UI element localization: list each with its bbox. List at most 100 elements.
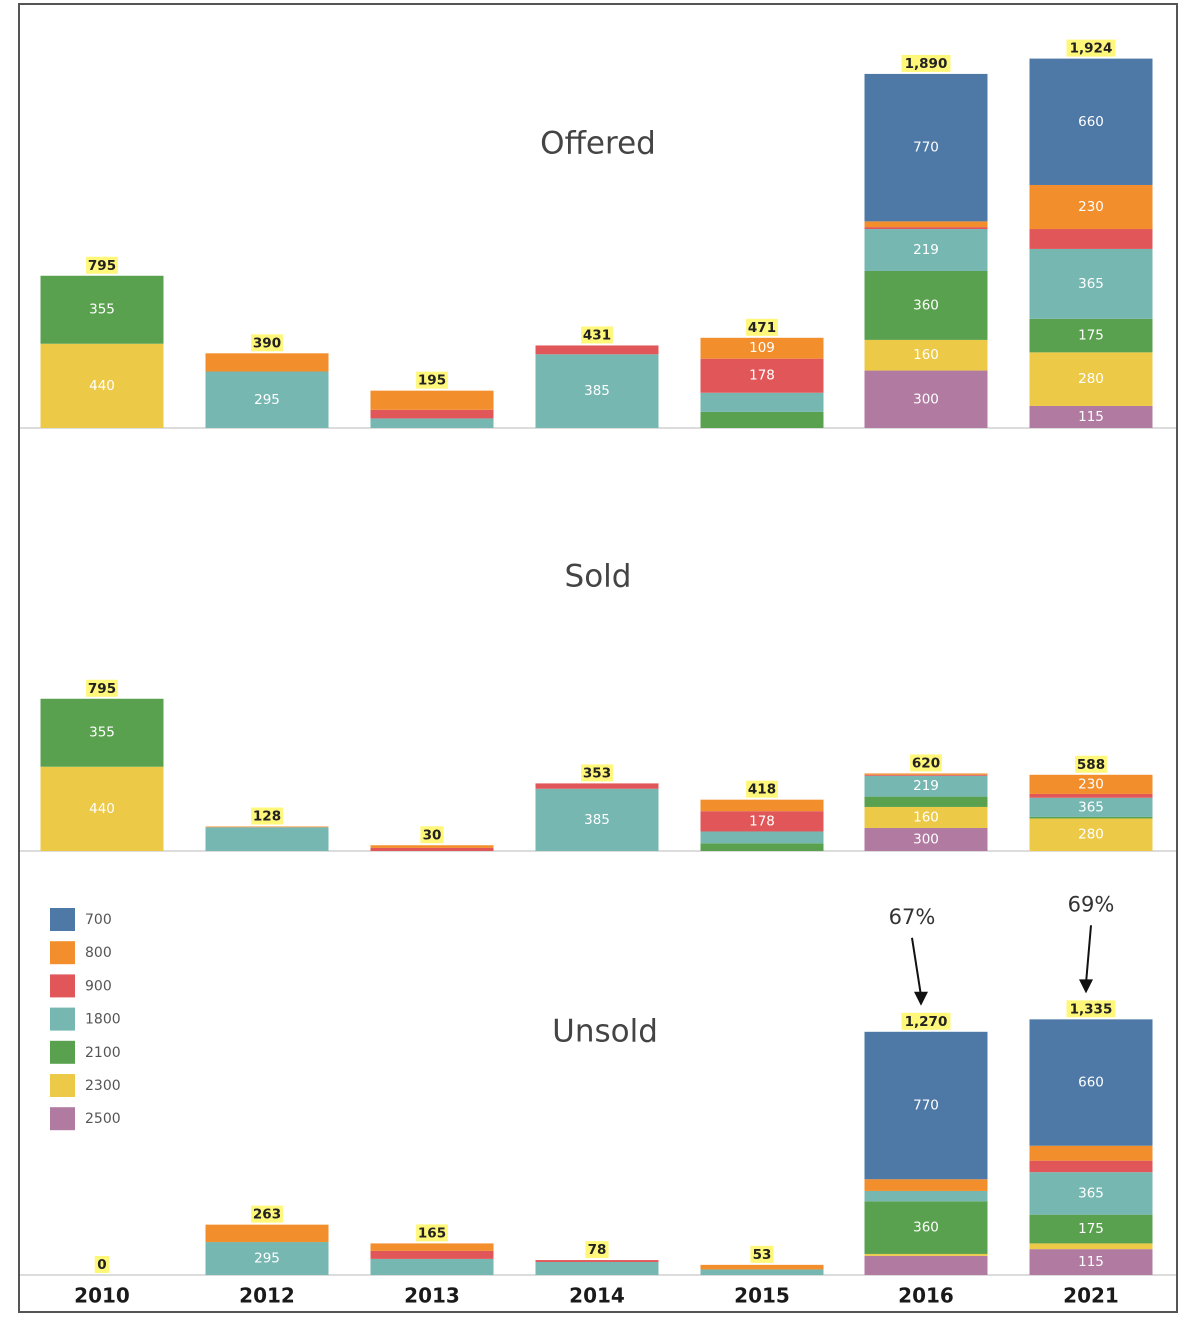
sold-bar-2015-1800 xyxy=(700,831,824,844)
offered-bar-2014-900 xyxy=(535,345,659,355)
sold-bar-2015-2100 xyxy=(700,843,824,851)
sold-total-bg-2010 xyxy=(86,679,118,697)
unsold-bar-2012-800 xyxy=(205,1224,329,1243)
sold-bar-2021-800 xyxy=(1029,774,1153,794)
offered-segment-label-2015-900: 178 xyxy=(749,368,775,384)
unsold-annotation-arrowhead-2016 xyxy=(914,991,928,1006)
unsold-total-bg-2012 xyxy=(251,1205,283,1223)
unsold-total-label-2012: 263 xyxy=(253,1207,281,1223)
unsold-total-label-2016: 1,270 xyxy=(905,1014,948,1030)
x-tick-label-2014: 2014 xyxy=(569,1284,625,1308)
offered-total-label-2014: 431 xyxy=(583,327,611,343)
sold-bar-2016-1800 xyxy=(864,775,988,797)
sold-total-label-2021: 588 xyxy=(1077,757,1105,773)
unsold-bar-2014-1800 xyxy=(535,1261,659,1275)
offered-bar-2021-900 xyxy=(1029,229,1153,249)
offered-total-label-2013: 195 xyxy=(418,373,446,389)
offered-segment-label-2010-2100: 355 xyxy=(89,302,115,318)
unsold-annotation-2016: 67% xyxy=(889,905,936,929)
sold-total-label-2014: 353 xyxy=(583,765,611,781)
unsold-segment-label-2021-1800: 365 xyxy=(1078,1185,1104,1201)
unsold-total-bg-2015 xyxy=(750,1245,774,1263)
sold-total-label-2010: 795 xyxy=(88,681,116,697)
unsold-bar-2014-900 xyxy=(535,1260,659,1262)
offered-bar-2021-800 xyxy=(1029,184,1153,230)
legend-label-2100: 2100 xyxy=(85,1045,121,1061)
sold-bar-2015-800 xyxy=(700,799,824,812)
unsold-total-label-2014: 78 xyxy=(588,1242,607,1258)
sold-bar-2013-800 xyxy=(370,845,494,848)
offered-segment-label-2021-700: 660 xyxy=(1078,114,1104,130)
sold-bar-2010-2300 xyxy=(40,766,164,851)
offered-segment-label-2016-1800: 219 xyxy=(913,242,939,258)
sold-total-bg-2015 xyxy=(746,780,778,798)
unsold-annotation-arrow-line-2016 xyxy=(911,937,922,996)
offered-title: Offered xyxy=(540,126,656,162)
offered-bar-2012-800 xyxy=(205,353,329,372)
sold-total-bg-2012 xyxy=(251,807,283,825)
sold-bar-2016-900 xyxy=(864,774,988,776)
sold-bar-2021-1800 xyxy=(1029,797,1153,817)
legend-swatch-900 xyxy=(50,974,75,998)
sold-bar-2012-1800 xyxy=(205,827,329,851)
offered-total-bg-2010 xyxy=(86,256,118,274)
unsold-bar-2016-2500 xyxy=(864,1255,988,1275)
unsold-bar-2013-900 xyxy=(370,1250,494,1259)
sold-total-label-2015: 418 xyxy=(748,782,776,798)
offered-bar-2016-2500 xyxy=(864,370,988,428)
offered-bar-2016-2100 xyxy=(864,270,988,340)
offered-total-bg-2021 xyxy=(1066,39,1116,57)
sold-total-bg-2013 xyxy=(420,826,444,844)
sold-segment-label-2016-2300: 160 xyxy=(913,809,939,825)
sold-segment-label-2015-900: 178 xyxy=(749,813,775,829)
unsold-bar-2021-800 xyxy=(1029,1145,1153,1161)
offered-total-label-2021: 1,924 xyxy=(1070,41,1113,57)
offered-total-label-2010: 795 xyxy=(88,258,116,274)
offered-bar-2014-1800 xyxy=(535,354,659,428)
sold-bar-2014-900 xyxy=(535,783,659,789)
x-tick-label-2013: 2013 xyxy=(404,1284,460,1308)
chart-frame xyxy=(18,3,1178,1313)
offered-total-label-2016: 1,890 xyxy=(905,56,948,72)
offered-bar-2016-700 xyxy=(864,73,988,222)
offered-segment-label-2014-1800: 385 xyxy=(584,383,610,399)
unsold-segment-label-2016-700: 770 xyxy=(913,1098,939,1114)
unsold-bar-2013-1800 xyxy=(370,1258,494,1275)
unsold-annotation-arrowhead-2021 xyxy=(1079,979,1093,994)
unsold-bar-2016-800 xyxy=(864,1179,988,1191)
sold-bar-2015-900 xyxy=(700,811,824,832)
unsold-title: Unsold xyxy=(552,1014,658,1050)
legend-label-700: 700 xyxy=(85,912,112,928)
offered-bar-2013-1800 xyxy=(370,418,494,428)
x-tick-label-2015: 2015 xyxy=(734,1284,790,1308)
sold-total-bg-2014 xyxy=(581,764,613,782)
offered-total-bg-2016 xyxy=(901,54,951,72)
unsold-annotation-2021: 69% xyxy=(1068,892,1115,916)
sold-bar-2021-2300 xyxy=(1029,818,1153,851)
offered-bar-2013-800 xyxy=(370,390,494,410)
legend-swatch-800 xyxy=(50,941,75,965)
unsold-bar-2021-2100 xyxy=(1029,1214,1153,1244)
unsold-total-bg-2010 xyxy=(94,1256,110,1273)
unsold-bar-2013-800 xyxy=(370,1243,494,1251)
offered-bar-2015-900 xyxy=(700,358,824,393)
sold-bar-2013-900 xyxy=(370,847,494,851)
x-tick-label-2012: 2012 xyxy=(239,1284,295,1308)
offered-bar-2015-800 xyxy=(700,337,824,359)
legend-label-2500: 2500 xyxy=(85,1111,121,1127)
unsold-total-bg-2013 xyxy=(416,1224,448,1242)
unsold-total-label-2010: 0 xyxy=(97,1257,106,1273)
unsold-segment-label-2012-1800: 295 xyxy=(254,1251,280,1267)
sold-bar-2016-2500 xyxy=(864,828,988,851)
unsold-annotation-arrow-line-2021 xyxy=(1085,925,1092,984)
sold-segment-label-2014-1800: 385 xyxy=(584,812,610,828)
unsold-total-label-2021: 1,335 xyxy=(1070,1001,1113,1017)
offered-bar-2012-1800 xyxy=(205,371,329,428)
unsold-bar-2012-1800 xyxy=(205,1242,329,1275)
x-tick-label-2010: 2010 xyxy=(74,1284,130,1308)
unsold-bar-2021-2300 xyxy=(1029,1243,1153,1250)
offered-segment-label-2021-800: 230 xyxy=(1078,199,1104,215)
unsold-bar-2016-700 xyxy=(864,1031,988,1180)
offered-total-bg-2014 xyxy=(581,326,613,344)
